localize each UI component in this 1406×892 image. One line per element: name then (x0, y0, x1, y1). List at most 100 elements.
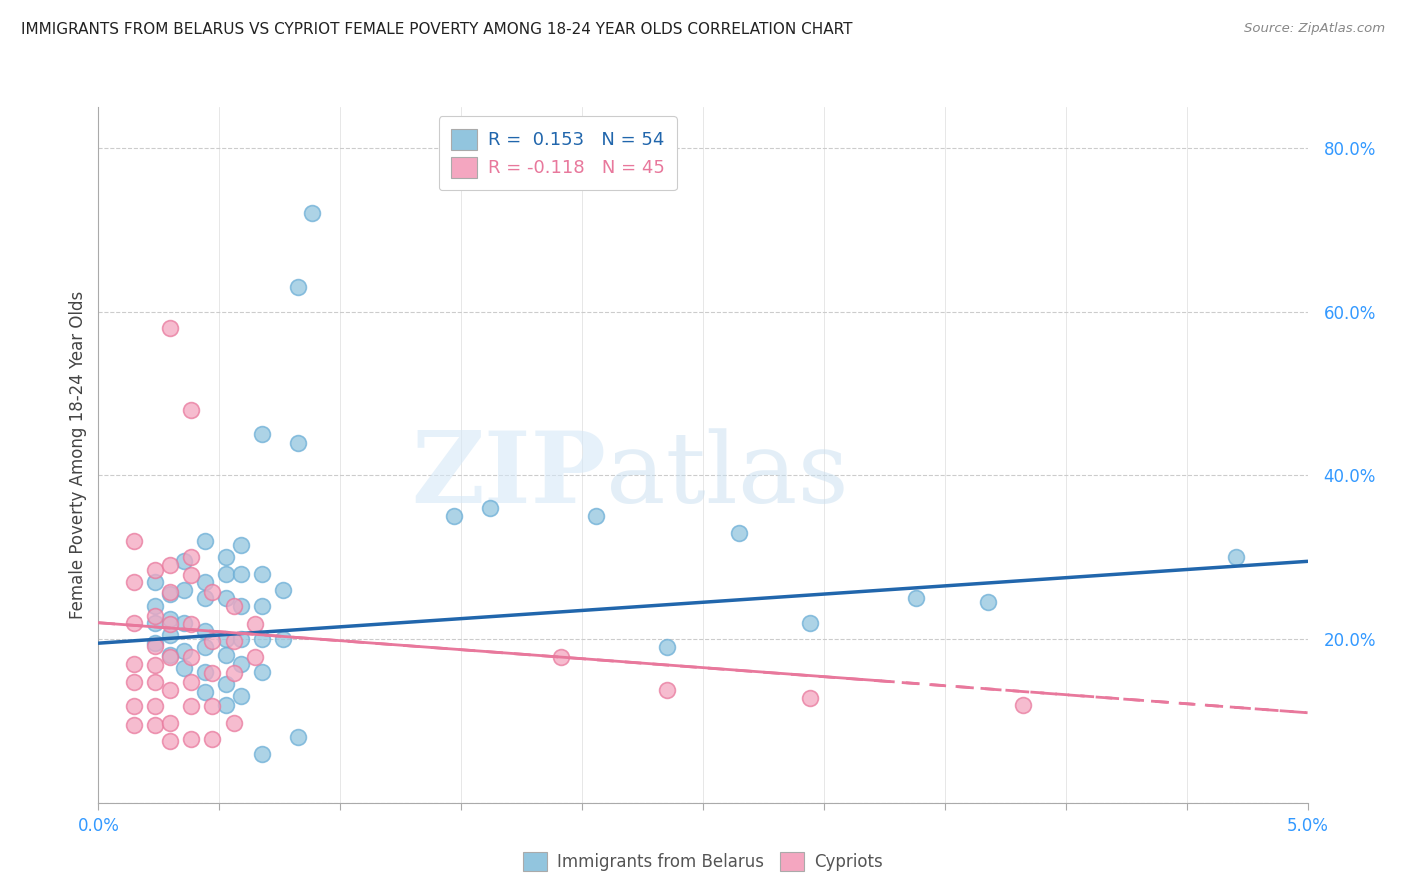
Point (215, 591, 238, 606)
Point (250, 747, 273, 761)
Point (180, 617, 202, 632)
Point (229, 566, 252, 581)
Point (122, 574, 145, 589)
Point (1225, 550, 1247, 565)
Point (143, 636, 166, 650)
Point (180, 731, 202, 746)
Point (215, 648, 238, 663)
Point (180, 550, 202, 565)
Point (201, 633, 224, 648)
Point (201, 666, 224, 681)
Point (173, 554, 195, 568)
Point (143, 699, 166, 714)
Point (194, 624, 217, 638)
Point (122, 699, 145, 714)
Point (250, 566, 273, 581)
Point (180, 650, 202, 665)
Point (215, 698, 238, 712)
Text: ZIP: ZIP (412, 427, 606, 524)
Point (201, 731, 224, 746)
Point (657, 640, 679, 655)
Point (229, 632, 252, 646)
Point (122, 615, 145, 630)
Point (229, 657, 252, 671)
Point (229, 538, 252, 552)
Point (585, 509, 607, 524)
Point (799, 615, 821, 630)
Point (273, 632, 295, 646)
Text: atlas: atlas (606, 428, 849, 524)
Point (143, 718, 166, 732)
Point (143, 615, 166, 630)
Point (143, 599, 166, 614)
Point (799, 691, 821, 706)
Point (194, 533, 217, 548)
Point (215, 677, 238, 691)
Point (201, 699, 224, 714)
Text: IMMIGRANTS FROM BELARUS VS CYPRIOT FEMALE POVERTY AMONG 18-24 YEAR OLDS CORRELAT: IMMIGRANTS FROM BELARUS VS CYPRIOT FEMAL… (21, 22, 852, 37)
Point (122, 657, 145, 671)
Point (194, 685, 217, 699)
Point (215, 550, 238, 565)
Point (173, 615, 195, 630)
Point (159, 682, 181, 697)
Point (122, 533, 145, 548)
Point (122, 718, 145, 732)
Point (159, 650, 181, 665)
Point (976, 595, 998, 609)
Point (122, 674, 145, 689)
Point (229, 599, 252, 614)
Point (229, 690, 252, 704)
Y-axis label: Female Poverty Among 18-24 Year Olds: Female Poverty Among 18-24 Year Olds (69, 291, 87, 619)
Point (657, 682, 679, 697)
Point (173, 644, 195, 658)
Point (180, 674, 202, 689)
Point (194, 665, 217, 679)
Point (143, 609, 166, 624)
Point (159, 648, 181, 663)
Point (159, 558, 181, 573)
Point (215, 566, 238, 581)
Point (222, 715, 245, 730)
Point (159, 715, 181, 730)
Point (159, 734, 181, 748)
Point (215, 632, 238, 646)
Point (273, 582, 295, 597)
Point (143, 562, 166, 576)
Point (143, 674, 166, 689)
Point (905, 591, 928, 606)
Point (222, 599, 245, 614)
Point (143, 574, 166, 589)
Point (287, 731, 309, 745)
Point (287, 435, 309, 450)
Point (1012, 698, 1035, 712)
Point (287, 280, 309, 294)
Point (173, 661, 195, 675)
Point (194, 591, 217, 606)
Point (194, 640, 217, 655)
Point (727, 525, 749, 540)
Point (180, 568, 202, 582)
Point (250, 599, 273, 614)
Point (250, 427, 273, 442)
Point (159, 617, 181, 632)
Point (243, 650, 266, 665)
Point (243, 617, 266, 632)
Point (180, 699, 202, 714)
Point (173, 582, 195, 597)
Point (159, 612, 181, 626)
Point (159, 321, 181, 335)
Point (222, 633, 245, 648)
Text: Source: ZipAtlas.com: Source: ZipAtlas.com (1244, 22, 1385, 36)
Point (250, 665, 273, 679)
Point (201, 584, 224, 599)
Point (194, 574, 217, 589)
Point (478, 501, 501, 516)
Point (159, 628, 181, 642)
Point (222, 666, 245, 681)
Point (159, 587, 181, 601)
Legend: Immigrants from Belarus, Cypriots: Immigrants from Belarus, Cypriots (517, 846, 889, 878)
Point (143, 639, 166, 653)
Point (159, 584, 181, 599)
Point (301, 206, 323, 220)
